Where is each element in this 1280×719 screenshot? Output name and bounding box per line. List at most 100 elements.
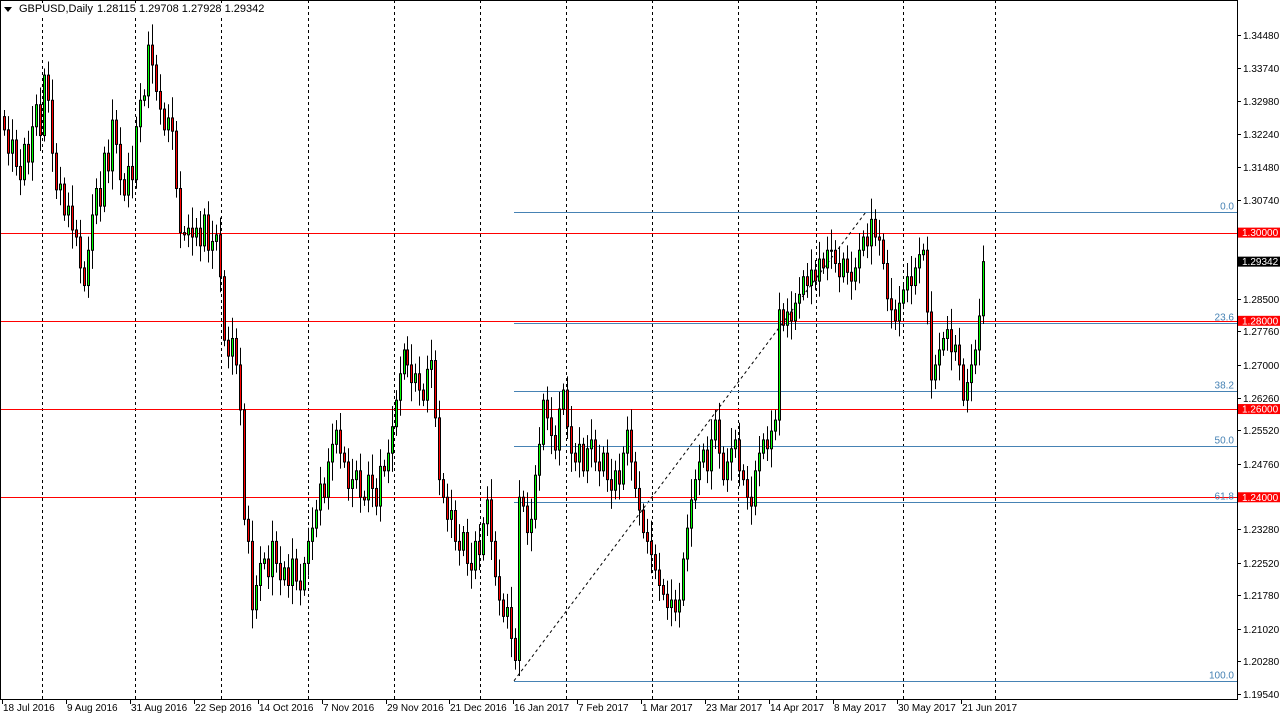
candle	[223, 270, 226, 347]
candle-body-bear	[79, 236, 82, 269]
candle	[934, 354, 937, 390]
candle-body-bull	[690, 499, 693, 529]
candle-body-bear	[359, 470, 362, 498]
candle-body-bear	[279, 562, 282, 581]
candle-body-bear	[183, 232, 186, 236]
candle	[598, 444, 601, 487]
candle	[782, 303, 785, 332]
candle-body-bear	[438, 417, 441, 481]
candle	[474, 531, 477, 580]
candle	[207, 201, 210, 263]
y-tick-label: 1.27760	[1243, 327, 1280, 338]
price-axis[interactable]: 1.34480 1.33740 1.32980 1.32240 1.31480 1.307…	[1237, 0, 1280, 701]
candle-body-bull	[714, 419, 717, 441]
x-tick-label: 30 May 2017	[898, 703, 956, 714]
candle	[906, 263, 909, 303]
y-tick-label: 1.34480	[1243, 31, 1280, 42]
candle	[410, 344, 413, 402]
candle	[746, 465, 749, 510]
x-tick-label: 29 Nov 2016	[387, 703, 444, 714]
fib-level-label: 100.0	[1209, 671, 1234, 682]
candle	[742, 464, 745, 486]
candle-body-bear	[466, 532, 469, 564]
y-tick-label: 1.21020	[1243, 625, 1280, 636]
candle-body-bear	[207, 214, 210, 251]
candle	[175, 121, 178, 198]
candle-body-bull	[35, 104, 38, 128]
candle	[670, 579, 673, 627]
candle	[195, 218, 198, 247]
candle-body-bear	[63, 183, 66, 216]
candle-body-bear	[790, 311, 793, 322]
candle-body-bull	[111, 119, 114, 172]
candle-body-bull	[826, 249, 829, 269]
fib-level-label: 61.8	[1215, 492, 1235, 503]
candle-body-bear	[287, 567, 290, 586]
candle-body-bear	[243, 409, 246, 520]
candle	[738, 422, 741, 487]
candle-body-bear	[722, 452, 725, 481]
candle-body-bear	[874, 218, 877, 238]
candle	[418, 356, 421, 406]
candle-body-bear	[458, 540, 461, 551]
candle-body-bull	[702, 449, 705, 463]
candle	[730, 428, 733, 481]
candle-body-bull	[922, 249, 925, 256]
candle	[690, 479, 693, 547]
candle	[942, 331, 945, 356]
candle-body-bull	[786, 311, 789, 326]
candle-body-bear	[598, 461, 601, 472]
candle	[462, 525, 465, 557]
candle-body-bull	[974, 349, 977, 366]
candle-body-bear	[343, 452, 346, 463]
candle-body-bull	[914, 267, 917, 287]
fibonacci-retracement[interactable]: 0.0 23.6 38.2 50.0 61.8 100.0	[513, 202, 1237, 682]
candle-body-bear	[950, 329, 953, 353]
candle-body-bull	[678, 599, 681, 613]
candle-body-bear	[383, 465, 386, 472]
candle-body-bear	[526, 505, 529, 534]
candle-body-bull	[774, 419, 777, 432]
candle-body-bull	[139, 99, 142, 128]
candle-body-bull	[918, 254, 921, 269]
candle-body-bear	[247, 518, 250, 542]
candle	[47, 61, 50, 113]
candle-body-bull	[283, 567, 286, 581]
candle-body-bull	[430, 360, 433, 370]
candle-body-bear	[159, 90, 162, 110]
candle-body-bull	[626, 429, 629, 454]
candle	[59, 166, 62, 206]
candle-body-bear	[742, 470, 745, 481]
candle	[954, 334, 957, 361]
candle-body-bull	[335, 429, 338, 445]
candle-body-bull	[311, 527, 314, 542]
candle-body-bear	[107, 152, 110, 172]
fib-level-label: 0.0	[1220, 202, 1234, 213]
candle	[422, 383, 425, 407]
candle	[958, 327, 961, 381]
time-axis[interactable]: 18 Jul 2016 9 Aug 2016 31 Aug 2016 22 Sep 2…	[2, 700, 1018, 714]
candle	[395, 390, 398, 436]
dropdown-triangle-icon[interactable]	[4, 6, 12, 12]
candle	[966, 368, 969, 413]
candle	[786, 298, 789, 338]
candle	[63, 177, 66, 221]
candle-body-bear	[115, 119, 118, 145]
candle	[794, 293, 797, 330]
candle	[147, 31, 150, 109]
candle	[211, 220, 214, 269]
candle	[15, 129, 18, 176]
candle	[363, 490, 366, 506]
candle-body-bear	[223, 276, 226, 341]
candle	[331, 423, 334, 481]
candle	[938, 332, 941, 381]
x-tick-label: 23 Mar 2017	[706, 703, 763, 714]
candle	[3, 109, 6, 136]
candle	[750, 476, 753, 525]
candle-body-bear	[339, 429, 342, 454]
candle	[926, 236, 929, 325]
plot-frame	[0, 0, 1238, 700]
candle	[379, 449, 382, 522]
candle-body-bear	[171, 117, 174, 132]
